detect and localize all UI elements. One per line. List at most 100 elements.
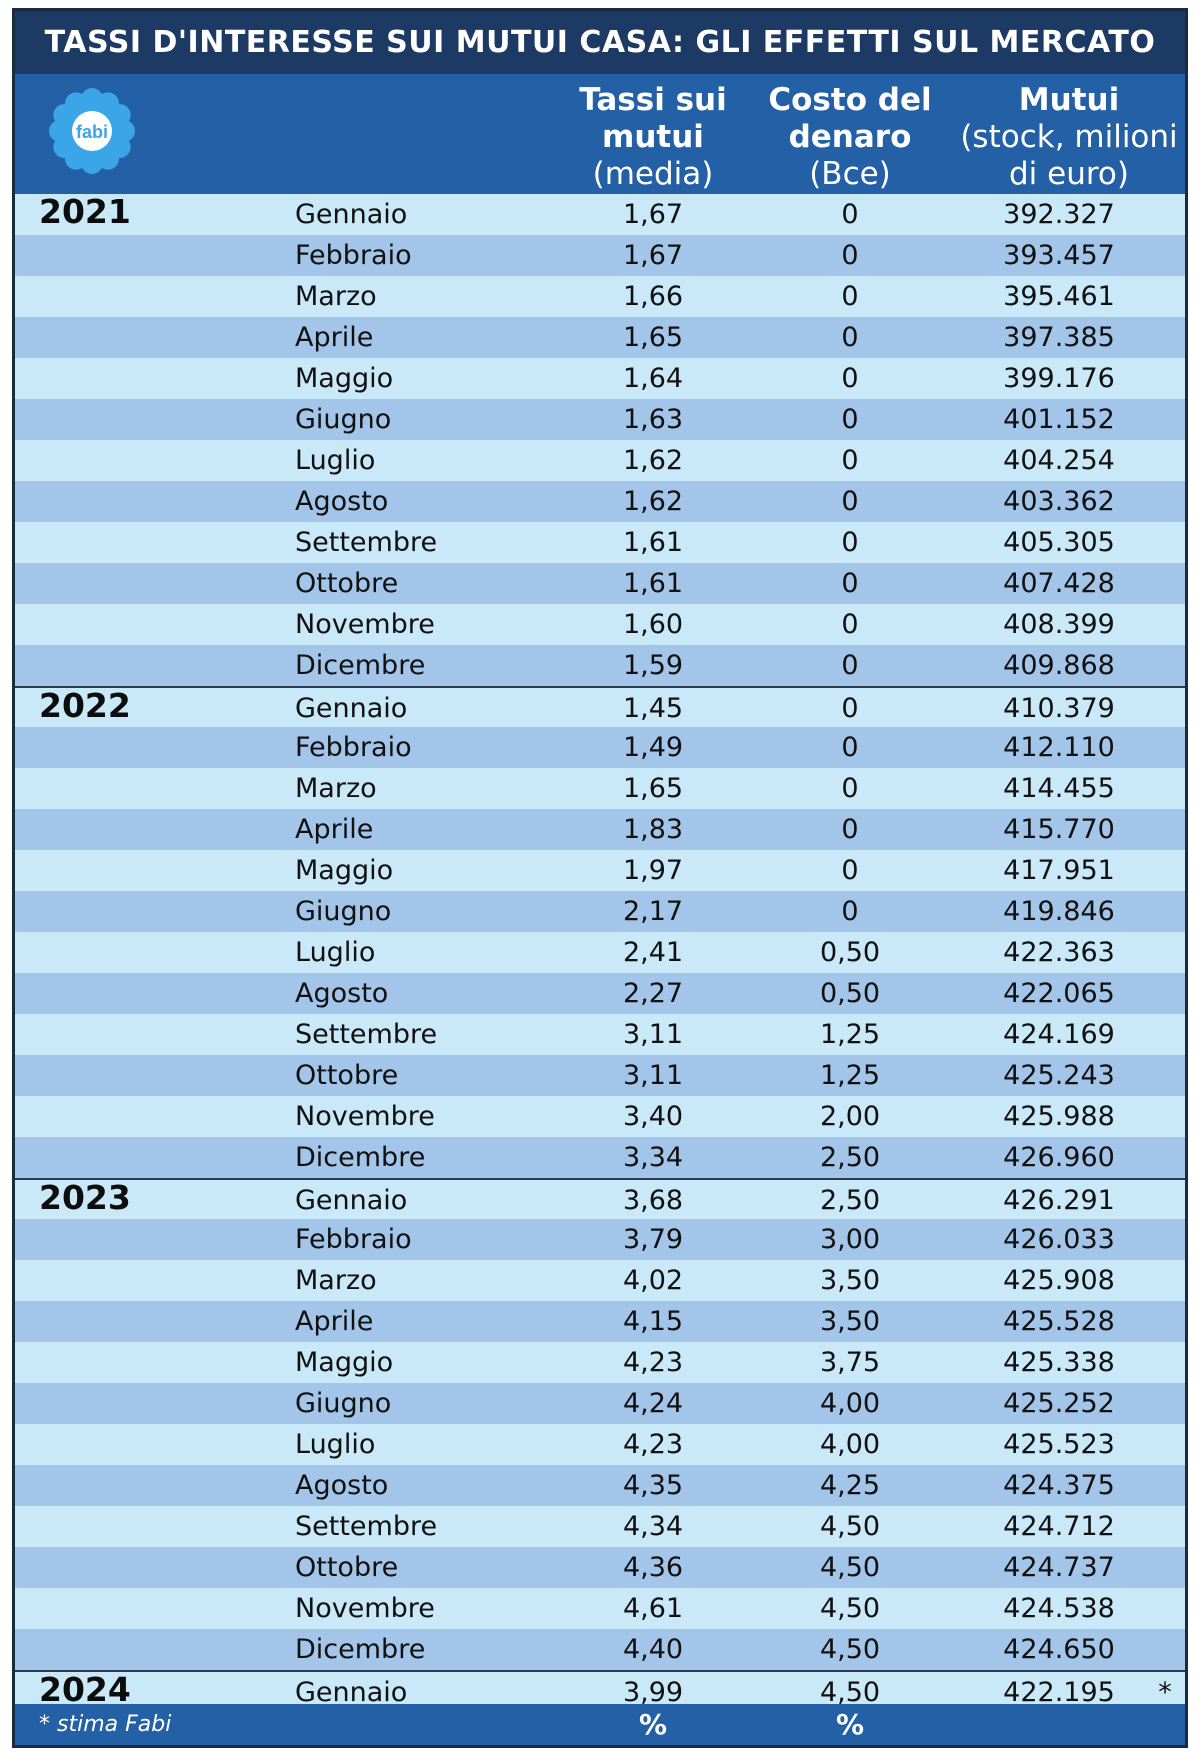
rate-cell: 1,83 (622, 814, 684, 845)
month-cell: Gennaio (295, 1677, 408, 1708)
table-row: Dicembre 3,34 2,50 426.960 (15, 1137, 1185, 1178)
stock-cell: 422.195 (1003, 1677, 1115, 1708)
stock-cell: 422.065 (1003, 978, 1115, 1009)
table-row: Novembre 4,61 4,50 424.538 (15, 1588, 1185, 1629)
rate-cell: 1,62 (622, 445, 684, 476)
month-cell: Febbraio (295, 1224, 412, 1255)
stock-cell: 393.457 (1003, 240, 1115, 271)
cost-cell: 0 (841, 199, 859, 230)
table-row: Novembre 1,60 0 408.399 (15, 604, 1185, 645)
month-cell: Settembre (295, 1019, 438, 1050)
table-footer: * stima Fabi % % (15, 1704, 1185, 1745)
stock-cell: 425.338 (1003, 1347, 1115, 1378)
month-cell: Maggio (295, 1347, 394, 1378)
cost-cell: 0 (841, 773, 859, 804)
month-cell: Maggio (295, 363, 394, 394)
table-row: Giugno 4,24 4,00 425.252 (15, 1383, 1185, 1424)
rate-cell: 2,17 (622, 896, 684, 927)
cost-cell: 0 (841, 240, 859, 271)
month-cell: Aprile (295, 1306, 374, 1337)
stock-cell: 424.375 (1003, 1470, 1115, 1501)
month-cell: Novembre (295, 1593, 435, 1624)
cost-cell: 0 (841, 650, 859, 681)
cost-cell: 0 (841, 404, 859, 435)
table-row: Marzo 1,65 0 414.455 (15, 768, 1185, 809)
table-row: Febbraio 1,49 0 412.110 (15, 727, 1185, 768)
rate-cell: 3,11 (622, 1019, 684, 1050)
month-cell: Aprile (295, 814, 374, 845)
stock-cell: 397.385 (1003, 322, 1115, 353)
cost-cell: 4,50 (819, 1677, 881, 1708)
table-frame: TASSI D'INTERESSE SUI MUTUI CASA: GLI EF… (12, 8, 1188, 1748)
table-row: Giugno 1,63 0 401.152 (15, 399, 1185, 440)
table-row: Maggio 1,97 0 417.951 (15, 850, 1185, 891)
table-row: Ottobre 3,11 1,25 425.243 (15, 1055, 1185, 1096)
rate-cell: 1,65 (622, 322, 684, 353)
table-row: Settembre 4,34 4,50 424.712 (15, 1506, 1185, 1547)
month-cell: Dicembre (295, 650, 426, 681)
table-row: Aprile 1,65 0 397.385 (15, 317, 1185, 358)
stock-cell: 426.291 (1003, 1185, 1115, 1216)
stock-cell: 417.951 (1003, 855, 1115, 886)
cost-cell: 4,50 (819, 1634, 881, 1665)
month-cell: Dicembre (295, 1142, 426, 1173)
month-cell: Ottobre (295, 1060, 399, 1091)
rate-cell: 3,79 (622, 1224, 684, 1255)
cost-cell: 3,75 (819, 1347, 881, 1378)
rate-cell: 3,40 (622, 1101, 684, 1132)
footer-rate-unit: % (638, 1708, 668, 1741)
header-rate-title: Tassi sui mutui (579, 82, 727, 155)
logo-text: fabi (76, 122, 108, 142)
cost-cell: 2,50 (819, 1142, 881, 1173)
table-row: Aprile 4,15 3,50 425.528 (15, 1301, 1185, 1342)
footer-note: * stima Fabi (39, 1712, 172, 1737)
month-cell: Settembre (295, 1511, 438, 1542)
table-row: Marzo 1,66 0 395.461 (15, 276, 1185, 317)
month-cell: Dicembre (295, 1634, 426, 1665)
rate-cell: 4,40 (622, 1634, 684, 1665)
stock-cell: 405.305 (1003, 527, 1115, 558)
month-cell: Maggio (295, 855, 394, 886)
month-cell: Febbraio (295, 240, 412, 271)
month-cell: Luglio (295, 1429, 376, 1460)
cost-cell: 0 (841, 281, 859, 312)
rate-cell: 2,27 (622, 978, 684, 1009)
year-cell: 2021 (39, 192, 131, 231)
fabi-logo: fabi (49, 88, 135, 174)
stock-cell: 424.737 (1003, 1552, 1115, 1583)
table-header: fabi Tassi sui mutui (media) Costo del d… (15, 74, 1185, 194)
stock-cell: 399.176 (1003, 363, 1115, 394)
rate-cell: 4,36 (622, 1552, 684, 1583)
stock-cell: 424.538 (1003, 1593, 1115, 1624)
stock-cell: 425.243 (1003, 1060, 1115, 1091)
rate-cell: 3,11 (622, 1060, 684, 1091)
cost-cell: 3,50 (819, 1306, 881, 1337)
cost-cell: 2,50 (819, 1185, 881, 1216)
cost-cell: 0,50 (819, 937, 881, 968)
stock-cell: 407.428 (1003, 568, 1115, 599)
stock-cell: 426.033 (1003, 1224, 1115, 1255)
cost-cell: 0 (841, 445, 859, 476)
cost-cell: 4,00 (819, 1429, 881, 1460)
cost-cell: 0 (841, 568, 859, 599)
cost-cell: 3,50 (819, 1265, 881, 1296)
month-cell: Giugno (295, 896, 392, 927)
year-cell: 2023 (39, 1178, 131, 1217)
table-row: Maggio 1,64 0 399.176 (15, 358, 1185, 399)
rate-cell: 4,23 (622, 1347, 684, 1378)
stock-cell: 404.254 (1003, 445, 1115, 476)
rate-cell: 4,15 (622, 1306, 684, 1337)
cost-cell: 3,00 (819, 1224, 881, 1255)
stock-cell: 425.252 (1003, 1388, 1115, 1419)
table-row: Luglio 1,62 0 404.254 (15, 440, 1185, 481)
table-row: Novembre 3,40 2,00 425.988 (15, 1096, 1185, 1137)
rate-cell: 4,24 (622, 1388, 684, 1419)
cost-cell: 0,50 (819, 978, 881, 1009)
stock-cell: 412.110 (1003, 732, 1115, 763)
rate-cell: 1,61 (622, 527, 684, 558)
year-cell: 2024 (39, 1670, 131, 1709)
table-row: Giugno 2,17 0 419.846 (15, 891, 1185, 932)
rate-cell: 1,45 (622, 693, 684, 724)
stock-cell: 425.528 (1003, 1306, 1115, 1337)
rate-cell: 3,99 (622, 1677, 684, 1708)
